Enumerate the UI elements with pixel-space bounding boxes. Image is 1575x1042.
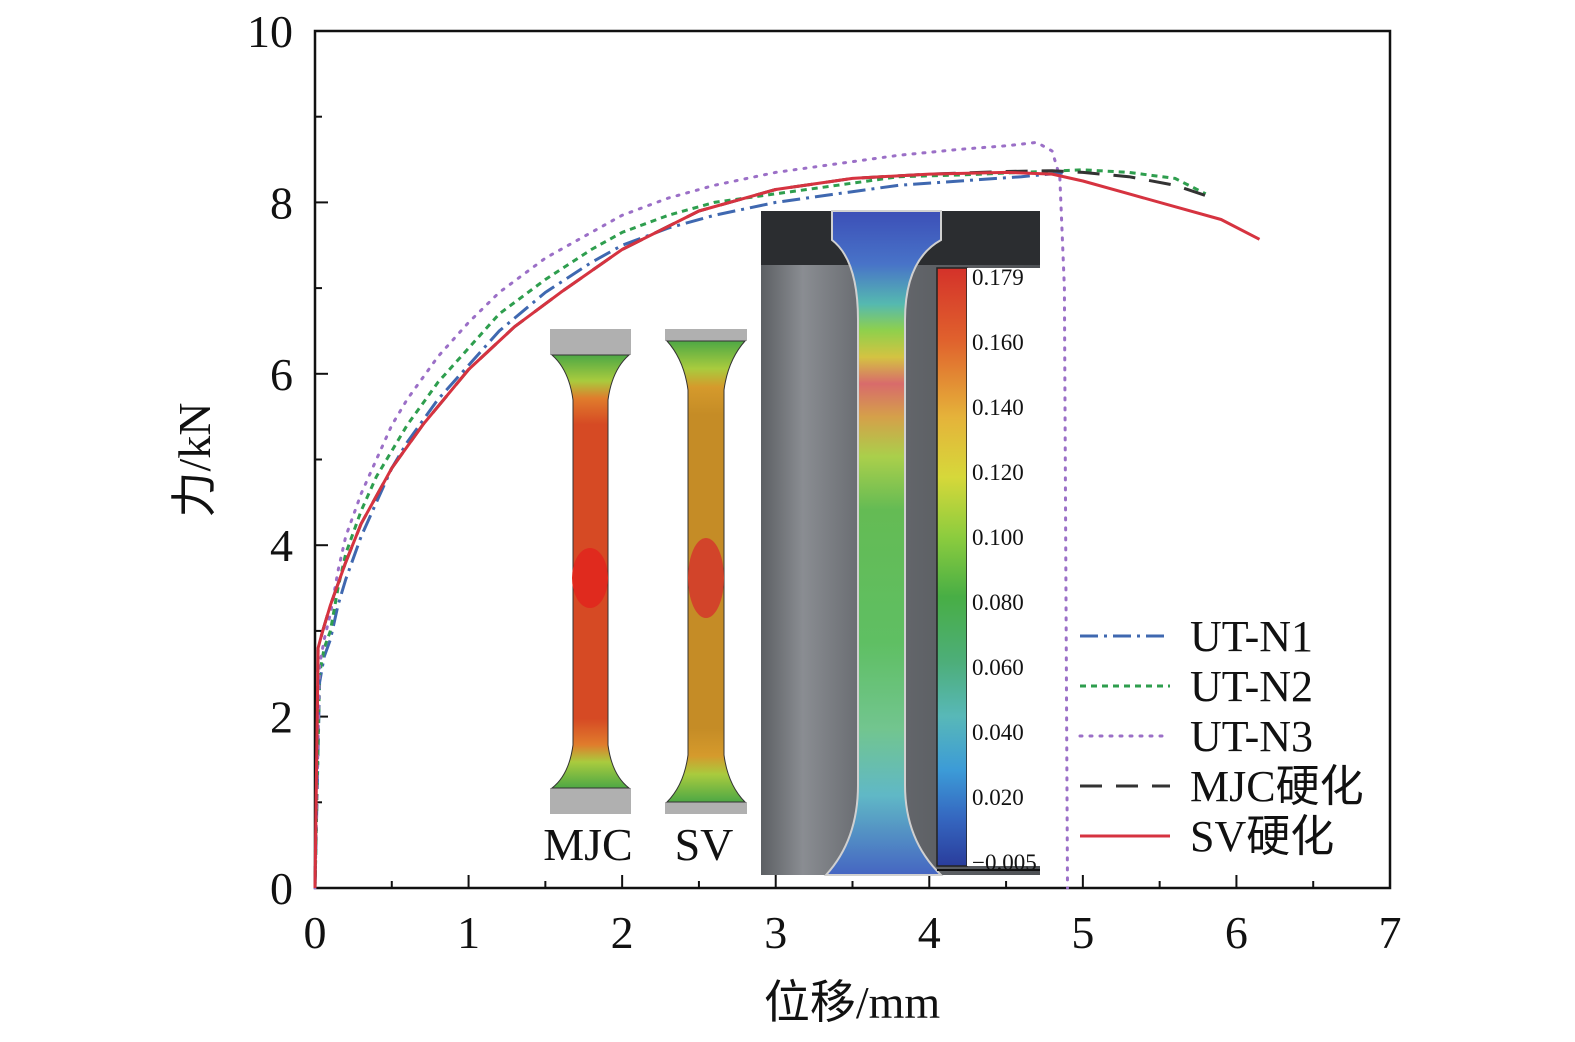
mjc-label: MJC	[543, 819, 632, 870]
x-tick-label: 0	[304, 907, 327, 958]
y-axis-label: 力/kN	[169, 403, 220, 518]
legend-label: MJC硬化	[1190, 762, 1364, 811]
x-tick-label: 6	[1225, 907, 1248, 958]
legend-label: UT-N2	[1190, 662, 1313, 711]
colorbar-tick-label: 0.140	[972, 395, 1024, 420]
colorbar-tick-label: 0.160	[972, 330, 1024, 355]
x-tick-labels: 0 1 2 3 4 5 6 7	[304, 907, 1402, 958]
legend-label: UT-N1	[1190, 612, 1313, 661]
dic-strain-photo-inset: 0.179 0.160 0.140 0.120 0.100 0.080 0.060 0.040…	[761, 210, 1040, 876]
colorbar-tick-label: 0.179	[972, 265, 1024, 290]
fem-specimen-inset: MJC SV	[543, 329, 747, 870]
colorbar-tick-label: 0.080	[972, 590, 1024, 615]
data-series	[313, 140, 1261, 890]
y-tick-labels: 0 2 4 6 8 10	[247, 6, 293, 914]
colorbar-tick-label: 0.100	[972, 525, 1024, 550]
colorbar-tick-label: 0.120	[972, 460, 1024, 485]
x-tick-label: 1	[457, 907, 480, 958]
series-line-UT-N3	[313, 140, 1069, 890]
colorbar-tick-label: 0.040	[972, 720, 1024, 745]
x-tick-label: 7	[1379, 907, 1402, 958]
mjc-specimen: MJC	[543, 329, 633, 870]
y-tick-label: 6	[270, 349, 293, 400]
x-tick-label: 2	[611, 907, 634, 958]
series-line-UT-N1	[313, 170, 1068, 889]
y-tick-label: 0	[270, 863, 293, 914]
y-tick-label: 2	[270, 692, 293, 743]
legend-label: UT-N3	[1190, 712, 1313, 761]
x-tick-label: 5	[1071, 907, 1094, 958]
sv-label: SV	[675, 819, 734, 870]
colorbar-tick-label: 0.020	[972, 785, 1024, 810]
y-tick-label: 10	[247, 6, 293, 57]
series-line-SV硬化	[313, 170, 1261, 889]
x-tick-label: 3	[764, 907, 787, 958]
y-tick-label: 4	[270, 520, 293, 571]
legend-label: SV硬化	[1190, 812, 1334, 861]
series-line-UT-N2	[313, 168, 1207, 889]
x-tick-label: 4	[918, 907, 941, 958]
colorbar-tick-label: −0.005	[972, 850, 1037, 875]
x-axis-label: 位移/mm	[764, 977, 941, 1028]
sv-specimen: SV	[665, 329, 747, 870]
colorbar-tick-label: 0.060	[972, 655, 1024, 680]
y-tick-label: 8	[270, 177, 293, 228]
